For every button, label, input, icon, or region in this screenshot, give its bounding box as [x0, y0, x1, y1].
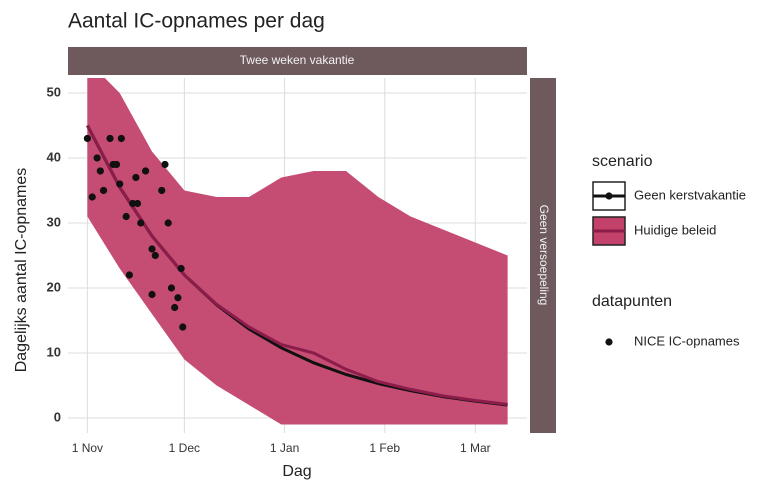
data-point: [179, 323, 187, 331]
y-tick-label: 0: [54, 409, 61, 424]
confidence-band: [87, 78, 508, 425]
data-point: [158, 186, 166, 195]
x-tick-label: 1 Mar: [460, 441, 491, 455]
y-tick-label: 40: [47, 149, 61, 164]
data-point: [171, 303, 179, 312]
data-point: [132, 173, 140, 182]
y-axis-label: Dagelijks aantal IC-opnames: [13, 168, 30, 373]
y-tick-label: 10: [47, 344, 61, 359]
data-point: [148, 290, 156, 299]
legend-label: Geen kerstvakantie: [634, 187, 746, 202]
legend-key-dot: [605, 338, 613, 346]
data-point: [117, 134, 125, 143]
data-point: [93, 154, 101, 162]
legend-label: Huidige beleid: [634, 222, 716, 237]
y-tick-label: 30: [47, 214, 61, 229]
series-line: [86, 124, 508, 406]
data-point: [161, 160, 169, 169]
x-tick-label: 1 Jan: [270, 441, 299, 455]
data-point: [112, 160, 121, 169]
legend-title: scenario: [592, 153, 653, 170]
legend-item: NICE IC-opnames: [605, 333, 740, 348]
data-point: [116, 180, 124, 188]
legend-title: datapunten: [592, 293, 672, 310]
y-tick-label: 20: [47, 279, 61, 294]
legend-item: Huidige beleid: [592, 216, 716, 246]
data-point: [148, 245, 156, 253]
facet-strip: [530, 78, 556, 433]
data-point: [151, 251, 159, 260]
facet-row-label: Geen versoepeling: [537, 205, 551, 306]
x-axis-label: Dag: [282, 463, 311, 480]
x-tick-label: 1 Nov: [72, 441, 103, 455]
data-point: [96, 167, 104, 175]
data-point: [141, 167, 150, 175]
x-tick-label: 1 Dec: [169, 441, 200, 455]
x-tick-label: 1 Feb: [369, 441, 400, 455]
legend-key-dot: [605, 192, 613, 200]
data-point: [125, 271, 134, 279]
data-point: [137, 219, 145, 227]
data-point: [167, 284, 176, 292]
y-tick-label: 50: [47, 84, 61, 99]
data-point: [99, 186, 108, 195]
data-point: [106, 134, 114, 143]
data-point: [83, 134, 91, 143]
data-point: [174, 294, 182, 302]
legend-label: NICE IC-opnames: [634, 333, 740, 348]
data-point: [133, 199, 142, 208]
chart-title: Aantal IC-opnames per dag: [68, 10, 325, 33]
data-point: [122, 212, 130, 221]
legend-item: Geen kerstvakantie: [592, 181, 746, 211]
data-point: [88, 193, 96, 201]
facet-strip: [68, 47, 527, 75]
data-point: [177, 264, 185, 273]
facet-col-label: Twee weken vakantie: [240, 53, 355, 67]
data-point: [164, 219, 172, 227]
